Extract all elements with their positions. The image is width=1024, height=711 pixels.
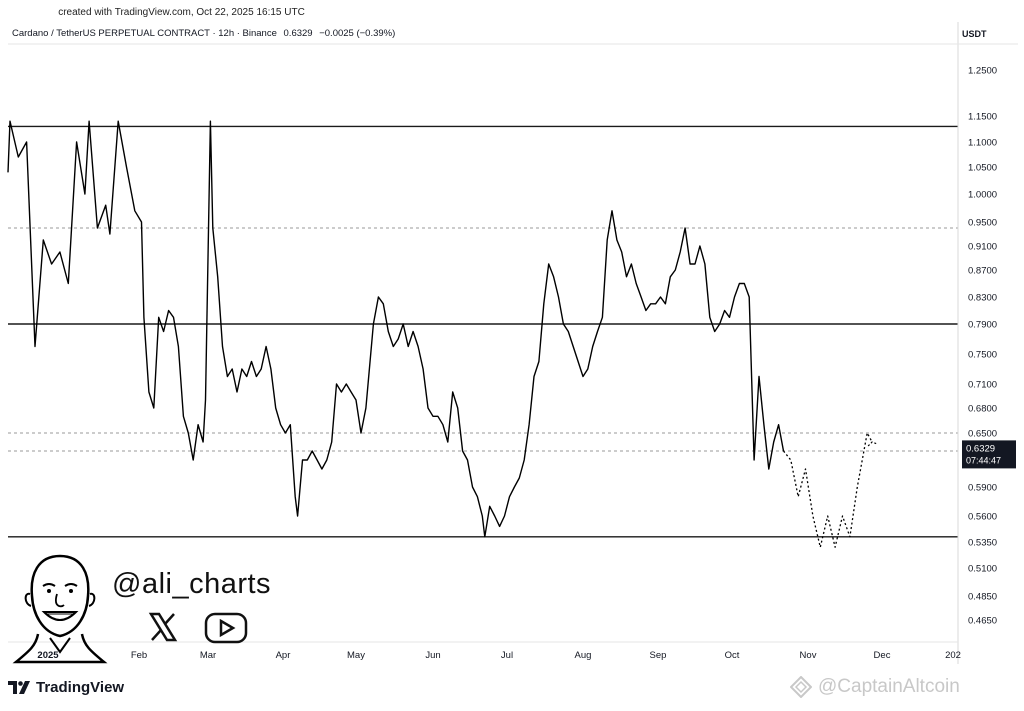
author-handle: @ali_charts — [112, 568, 272, 600]
projection-arrowhead — [867, 441, 878, 447]
tradingview-logo[interactable]: TradingView — [8, 679, 124, 696]
price-tick-label: 0.6500 — [968, 429, 997, 440]
price-tick-label: 1.2500 — [968, 66, 997, 77]
price-tick-label: 0.9500 — [968, 218, 997, 229]
time-tick-label: Jun — [425, 650, 440, 661]
price-tick-label: 1.1500 — [968, 112, 997, 123]
created-with-note: created with TradingView.com, Oct 22, 20… — [58, 7, 305, 18]
time-tick-label: Apr — [276, 650, 291, 661]
price-badge — [962, 440, 1016, 469]
time-tick-label: Oct — [725, 650, 740, 661]
price-tick-label: 0.5600 — [968, 512, 997, 523]
price-tick-label: 0.5350 — [968, 538, 997, 549]
youtube-play-icon[interactable] — [204, 612, 248, 644]
time-tick-label: Nov — [800, 650, 817, 661]
price-tick-label: 0.9100 — [968, 242, 997, 253]
time-tick-label: 2025 — [37, 650, 59, 661]
price-tick-label: 0.4650 — [968, 616, 997, 627]
watermark: @CaptainAltcoin — [790, 676, 960, 698]
last-price: 0.6329 — [283, 28, 313, 39]
price-tick-label: 0.8300 — [968, 293, 997, 304]
price-change: −0.0025 (−0.39%) — [319, 28, 396, 39]
time-tick-label: 202 — [945, 650, 961, 661]
time-axis: 2025 Feb Mar Apr May Jun Jul Aug Sep Oct Nov Dec 202 — [37, 650, 961, 661]
time-tick-label: Dec — [874, 650, 891, 661]
avatar-caricature — [12, 554, 108, 664]
price-badge-value: 0.6329 — [966, 443, 995, 454]
price-tick-label: 1.0000 — [968, 190, 997, 201]
time-tick-label: Mar — [200, 650, 216, 661]
pair-title: Cardano / TetherUS PERPETUAL CONTRACT · … — [12, 28, 277, 39]
time-tick-label: Feb — [131, 650, 147, 661]
currency-label[interactable]: USDT — [962, 29, 987, 39]
price-tick-label: 0.7900 — [968, 320, 997, 331]
price-axis: 1.2500 1.1500 1.1000 1.0500 1.0000 0.9500 0.91… — [8, 22, 1018, 664]
tradingview-logo-text: TradingView — [36, 679, 125, 696]
price-tick-label: 0.5100 — [968, 564, 997, 575]
x-logo-icon[interactable] — [146, 610, 180, 644]
time-tick-label: Sep — [650, 650, 667, 661]
price-tick-label: 0.7500 — [968, 350, 997, 361]
watermark-text: @CaptainAltcoin — [818, 676, 960, 697]
price-badge-countdown: 07:44:47 — [966, 455, 1001, 465]
price-series — [7, 120, 878, 548]
price-tick-label: 0.4850 — [968, 592, 997, 603]
watermark-diamond-icon — [790, 676, 812, 698]
price-tick-label: 1.0500 — [968, 163, 997, 174]
chart-legend: Cardano / TetherUS PERPETUAL CONTRACT · … — [12, 28, 395, 39]
horizontal-levels — [8, 125, 958, 538]
price-tick-label: 0.8700 — [968, 266, 997, 277]
tradingview-logo-icon — [8, 681, 30, 694]
price-tick-label: 1.1000 — [968, 138, 997, 149]
time-tick-label: Jul — [501, 650, 513, 661]
time-tick-label: Aug — [575, 650, 592, 661]
price-tick-label: 0.6800 — [968, 404, 997, 415]
projection-path — [782, 432, 873, 548]
time-tick-label: May — [347, 650, 365, 661]
price-tick-label: 0.7100 — [968, 380, 997, 391]
price-line — [7, 120, 785, 538]
price-tick-label: 0.5900 — [968, 483, 997, 494]
